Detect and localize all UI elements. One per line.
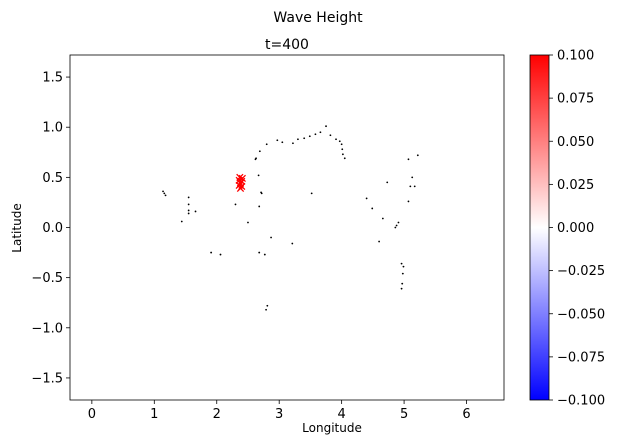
x-tick-label: 4 bbox=[337, 407, 345, 422]
y-axis-label: Latitude bbox=[10, 203, 24, 252]
colorbar-tick-label: 0.100 bbox=[557, 49, 594, 64]
data-point bbox=[180, 220, 183, 223]
data-point bbox=[258, 150, 261, 153]
x-tick-label: 2 bbox=[213, 407, 221, 422]
data-point bbox=[187, 212, 190, 215]
data-point bbox=[341, 153, 344, 156]
plot-area bbox=[162, 125, 419, 311]
data-point bbox=[341, 148, 344, 151]
data-point bbox=[365, 197, 368, 200]
data-point bbox=[381, 217, 384, 220]
data-point bbox=[163, 192, 166, 195]
data-point bbox=[395, 224, 398, 227]
data-point bbox=[400, 262, 403, 265]
data-point bbox=[187, 209, 190, 212]
data-point bbox=[335, 138, 337, 141]
data-point bbox=[409, 185, 412, 188]
plot-frame bbox=[69, 54, 505, 401]
data-point bbox=[260, 191, 262, 194]
colorbar-tick-label: −0.100 bbox=[557, 394, 605, 409]
data-point bbox=[319, 131, 322, 134]
data-point bbox=[247, 221, 249, 224]
data-point bbox=[292, 142, 294, 145]
data-point bbox=[276, 139, 279, 142]
data-point bbox=[340, 143, 343, 146]
data-point bbox=[258, 205, 261, 208]
data-point bbox=[378, 240, 381, 243]
y-tick-label: 0.5 bbox=[42, 171, 63, 186]
colorbar-tick-label: 0.075 bbox=[557, 92, 594, 107]
y-tick-label: 1.0 bbox=[42, 121, 63, 136]
data-point bbox=[394, 226, 397, 229]
data-point bbox=[308, 135, 311, 138]
colorbar-tick-label: 0.050 bbox=[557, 135, 594, 150]
data-point bbox=[397, 221, 400, 224]
data-point bbox=[194, 210, 197, 213]
data-point bbox=[413, 185, 416, 188]
x-tick-label: 1 bbox=[150, 407, 158, 422]
y-tick-label: −0.5 bbox=[31, 271, 63, 286]
colorbar-tick-label: −0.050 bbox=[557, 307, 605, 322]
x-tick-label: 0 bbox=[88, 407, 96, 422]
data-point bbox=[310, 192, 313, 195]
data-point bbox=[258, 251, 261, 254]
y-tick-label: 0.0 bbox=[42, 221, 63, 236]
data-point bbox=[234, 203, 237, 206]
data-point bbox=[314, 133, 317, 136]
data-point bbox=[257, 174, 260, 177]
x-tick-label: 3 bbox=[275, 407, 283, 422]
data-point bbox=[263, 253, 266, 256]
data-point bbox=[265, 143, 268, 146]
figure-suptitle: Wave Height bbox=[273, 10, 363, 26]
data-point bbox=[265, 308, 267, 311]
data-point bbox=[400, 287, 403, 290]
colorbar-tick-label: −0.025 bbox=[557, 264, 605, 279]
data-point bbox=[343, 157, 346, 160]
data-point bbox=[270, 236, 272, 239]
data-point bbox=[255, 157, 257, 160]
data-point bbox=[297, 138, 299, 141]
data-point bbox=[338, 140, 341, 143]
data-point bbox=[329, 134, 332, 137]
data-point bbox=[281, 141, 284, 144]
highlighted-point bbox=[236, 184, 245, 193]
data-point bbox=[407, 158, 410, 161]
x-axis-label: Longitude bbox=[302, 421, 362, 435]
colorbar bbox=[529, 54, 550, 401]
data-point bbox=[325, 125, 327, 128]
data-point bbox=[187, 203, 190, 206]
data-point bbox=[187, 196, 190, 199]
axes-title: t=400 bbox=[265, 37, 309, 53]
y-tick-label: −1.5 bbox=[31, 371, 63, 386]
data-point bbox=[219, 253, 222, 256]
data-point bbox=[411, 176, 414, 179]
data-point bbox=[162, 190, 164, 193]
y-tick-label: −1.0 bbox=[31, 321, 63, 336]
y-tick-label: 1.5 bbox=[42, 71, 63, 86]
colorbar-tick-label: 0.000 bbox=[557, 221, 594, 236]
data-point bbox=[401, 272, 404, 275]
data-point bbox=[402, 265, 405, 268]
x-axis-ticks: 0 1 2 3 4 5 6 bbox=[88, 400, 471, 422]
data-point bbox=[407, 200, 410, 203]
data-point bbox=[416, 154, 419, 157]
colorbar-tick-label: 0.025 bbox=[557, 178, 594, 193]
data-point bbox=[266, 304, 269, 307]
data-point bbox=[401, 282, 404, 285]
y-axis-ticks: −1.5 −1.0 −0.5 0.0 0.5 1.0 1.5 bbox=[31, 71, 70, 386]
colorbar-ticks: −0.100 −0.075 −0.050 −0.025 0.000 0.025 0.050 0… bbox=[549, 49, 605, 409]
x-tick-label: 6 bbox=[462, 407, 470, 422]
data-point bbox=[371, 207, 374, 210]
data-point bbox=[210, 251, 213, 254]
data-point bbox=[164, 194, 167, 197]
data-point bbox=[291, 242, 294, 245]
data-point bbox=[303, 137, 306, 140]
x-tick-label: 5 bbox=[400, 407, 408, 422]
colorbar-tick-label: −0.075 bbox=[557, 350, 605, 365]
data-point bbox=[386, 181, 389, 184]
